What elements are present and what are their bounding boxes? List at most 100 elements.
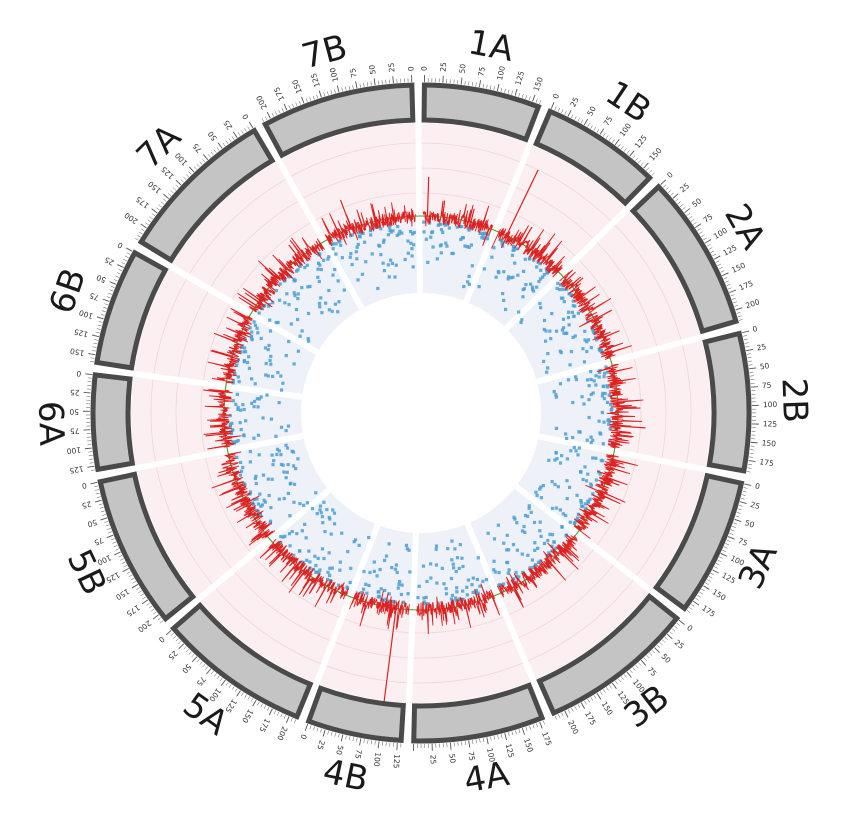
scatter-point — [386, 233, 391, 237]
sector-separator — [463, 141, 534, 303]
scatter-point — [466, 226, 470, 230]
scatter-point — [257, 397, 262, 401]
scatter-point — [541, 483, 545, 488]
minor-tick — [213, 673, 217, 677]
scatter-point — [431, 245, 435, 249]
scatter-point — [561, 512, 565, 516]
scatter-point — [550, 311, 554, 316]
major-tick — [90, 481, 98, 485]
scatter-point — [313, 554, 317, 558]
scatter-point — [566, 315, 571, 320]
minor-tick — [92, 346, 97, 348]
minor-tick — [529, 725, 531, 730]
scatter-point — [259, 395, 263, 399]
minor-tick — [699, 231, 703, 234]
scatter-point — [465, 593, 469, 597]
minor-tick — [609, 685, 612, 689]
minor-tick — [615, 680, 618, 685]
minor-tick — [281, 108, 284, 112]
major-tick — [750, 386, 759, 388]
tick-label: 25 — [166, 649, 179, 662]
scatter-point — [542, 273, 547, 277]
scatter-point — [422, 220, 426, 224]
chromosome-label-5B: 5B — [59, 543, 114, 601]
chromosome-label-2B: 2B — [774, 377, 815, 423]
scatter-point — [569, 293, 574, 298]
scatter-point — [338, 560, 342, 564]
scatter-point — [405, 547, 409, 551]
major-tick — [678, 619, 685, 625]
scatter-point — [368, 570, 372, 575]
minor-tick — [708, 247, 713, 250]
major-tick — [564, 710, 569, 718]
scatter-point — [467, 245, 471, 249]
minor-tick — [205, 666, 209, 670]
minor-tick — [571, 114, 574, 119]
scatter-point — [548, 329, 552, 333]
scatter-point — [522, 524, 526, 529]
chromosome-block-5A — [170, 601, 314, 720]
sector-separator — [405, 532, 420, 705]
scatter-point — [250, 330, 254, 334]
scatter-point — [287, 339, 291, 344]
scatter-point — [602, 397, 607, 401]
major-tick — [750, 441, 758, 444]
scatter-point — [315, 512, 319, 516]
scatter-point — [352, 540, 356, 544]
scatter-point — [327, 288, 331, 293]
line-series-5B — [211, 451, 276, 546]
scatter-point — [395, 570, 399, 575]
scatter-point — [267, 343, 271, 348]
minor-tick — [277, 711, 280, 716]
scatter-point — [538, 262, 542, 266]
minor-tick — [743, 338, 748, 341]
minor-tick — [103, 306, 108, 309]
minor-tick — [263, 705, 267, 710]
scatter-point — [538, 487, 542, 491]
tick-label: 25 — [222, 118, 235, 131]
major-tick — [460, 77, 463, 85]
scatter-point — [424, 237, 428, 241]
major-tick — [175, 179, 182, 186]
scatter-point — [393, 567, 398, 571]
scatter-point — [546, 366, 550, 370]
tick-label: 100 — [372, 752, 383, 768]
minor-tick — [283, 714, 286, 719]
minor-tick — [723, 546, 728, 549]
scatter-point — [515, 247, 519, 251]
scatter-point — [242, 360, 246, 364]
scatter-point — [403, 257, 407, 262]
major-tick — [359, 738, 362, 746]
minor-tick — [603, 689, 606, 693]
scatter-point — [588, 497, 592, 501]
minor-tick — [664, 636, 668, 640]
tick-label: 0 — [754, 481, 761, 491]
minor-tick — [185, 174, 189, 178]
scatter-point — [569, 350, 574, 354]
major-tick — [122, 568, 129, 573]
scatter-point — [328, 573, 332, 578]
tick-label: 175 — [257, 717, 272, 734]
scatter-point — [296, 349, 300, 353]
tick-label: 50 — [86, 517, 98, 529]
scatter-point — [286, 424, 291, 428]
minor-tick — [265, 116, 268, 121]
minor-tick — [542, 720, 545, 725]
minor-tick — [341, 87, 343, 92]
scatter-point — [250, 401, 254, 405]
scatter-point — [394, 563, 399, 567]
scatter-point — [336, 310, 340, 314]
minor-tick — [714, 566, 718, 569]
scatter-point — [265, 393, 269, 397]
scatter-point — [411, 232, 415, 236]
tick-label: 125 — [309, 72, 322, 89]
minor-tick — [278, 109, 281, 114]
tick-label: 25 — [315, 739, 326, 751]
scatter-point — [231, 381, 235, 385]
minor-tick — [723, 277, 728, 280]
minor-tick — [725, 543, 730, 546]
minor-tick — [669, 631, 673, 635]
tick-label: 200 — [275, 725, 289, 742]
minor-tick — [746, 471, 751, 473]
spike — [470, 208, 475, 223]
